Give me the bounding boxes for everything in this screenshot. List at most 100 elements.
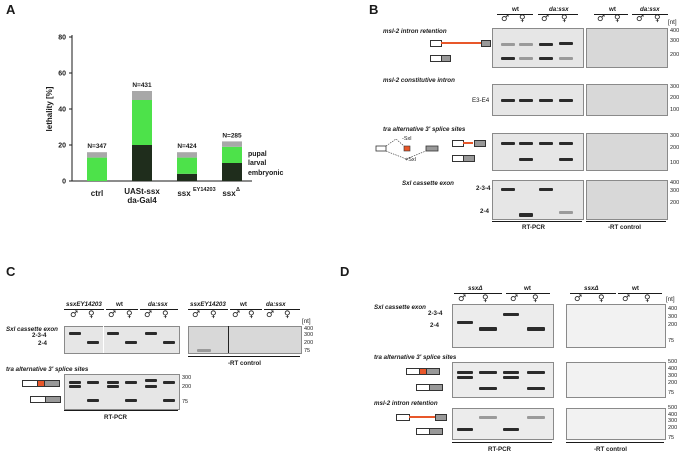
b-gel3-title: tra alternative 3′ splice sites bbox=[383, 126, 466, 133]
b-gel4-rtcontrol bbox=[586, 180, 668, 220]
y-tick-label: 80 bbox=[58, 35, 66, 42]
b-gel3-rtpcr bbox=[492, 133, 584, 171]
exon-box bbox=[44, 380, 60, 387]
female-symbol: ♀ bbox=[561, 14, 568, 24]
exon-box bbox=[463, 155, 475, 162]
female-symbol: ♀ bbox=[654, 14, 661, 24]
d-footer-line bbox=[452, 442, 552, 443]
c-gel2-marker: 300 bbox=[182, 375, 192, 381]
b-gel2-marker: 300 bbox=[670, 84, 680, 90]
y-tick-label: 60 bbox=[58, 71, 66, 78]
male-symbol: ♂ bbox=[458, 294, 467, 304]
bar-segment-larval bbox=[132, 100, 152, 145]
exon-box bbox=[474, 140, 486, 147]
lethality-bar-chart: 0 20 40 60 80 lethality [%] N=347 N=431 N=424 N=2… bbox=[45, 35, 284, 206]
male-symbol: ♂ bbox=[108, 310, 117, 320]
c-gel1-rtpcr bbox=[64, 326, 180, 354]
c-header-line bbox=[106, 309, 138, 310]
c-gel2-rtpcr bbox=[64, 374, 180, 410]
b-footer-rtpcr: RT-PCR bbox=[522, 224, 546, 231]
c-gel2-marker: 75 bbox=[182, 399, 189, 405]
bar-segment-larval bbox=[222, 146, 242, 163]
tra-splice-schematic bbox=[375, 138, 439, 160]
n-label: N=285 bbox=[222, 132, 242, 139]
b-gel1-rtcontrol bbox=[586, 28, 668, 68]
d-gel1-marker: 75 bbox=[668, 338, 675, 344]
b-gel4-band-label: 2-4 bbox=[480, 208, 489, 215]
female-symbol: ♀ bbox=[614, 14, 621, 24]
female-symbol: ♀ bbox=[88, 310, 95, 320]
legend-embryonic: embryonic bbox=[248, 170, 284, 177]
exon-box bbox=[406, 368, 420, 375]
d-gel3-title: msl-2 intron retention bbox=[374, 400, 438, 407]
panel-letter-a: A bbox=[6, 2, 16, 17]
male-symbol: ♂ bbox=[232, 310, 241, 320]
c-header-line bbox=[188, 309, 228, 310]
b-gel3-marker: 100 bbox=[670, 160, 680, 166]
bar-segment-embryonic bbox=[177, 173, 197, 181]
male-symbol: ♂ bbox=[70, 310, 79, 320]
d-gel3-marker: 200 bbox=[668, 425, 678, 431]
bar-segment-embryonic bbox=[132, 145, 152, 181]
exon-box bbox=[441, 55, 451, 62]
retained-intron bbox=[441, 42, 481, 44]
c-gel1-marker: 200 bbox=[304, 340, 314, 346]
n-label: N=347 bbox=[87, 143, 107, 150]
d-gel2-rtcontrol bbox=[566, 362, 666, 398]
female-symbol: ♂ bbox=[266, 310, 275, 320]
c-footer-line bbox=[64, 410, 178, 411]
b-gel2-marker: 100 bbox=[670, 107, 680, 113]
c-gel2-marker: 200 bbox=[182, 384, 192, 390]
d-gel2-marker: 300 bbox=[668, 373, 678, 379]
male-symbol: ♂ bbox=[541, 14, 550, 24]
y-tick-label: 20 bbox=[58, 143, 66, 150]
exon-box bbox=[22, 380, 38, 387]
d-footer-line bbox=[566, 442, 664, 443]
b-header-wt-1: wt bbox=[512, 6, 519, 13]
bar-segment-larval bbox=[87, 157, 107, 181]
exon-box bbox=[426, 368, 440, 375]
c-footer-rtpcr: RT-PCR bbox=[104, 414, 128, 421]
d-gel3-marker: 400 bbox=[668, 412, 678, 418]
d-footer-rtcontrol: -RT control bbox=[594, 446, 627, 453]
category-label: ctrl bbox=[91, 189, 103, 198]
d-gel1-marker: 400 bbox=[668, 306, 678, 312]
bar-segment-pupal bbox=[222, 141, 242, 147]
female-symbol: ♀ bbox=[532, 294, 539, 304]
b-footer-rtcontrol: -RT control bbox=[608, 224, 641, 231]
female-symbol: ♀ bbox=[284, 310, 291, 320]
c-gel1-marker: 75 bbox=[304, 348, 311, 354]
d-gel1-rtpcr bbox=[452, 304, 554, 348]
female-symbol: ♀ bbox=[210, 310, 217, 320]
female-symbol: ♀ bbox=[644, 294, 651, 304]
d-gel2-marker: 75 bbox=[668, 390, 675, 396]
c-gel1-band-label: 2-3-4 bbox=[32, 332, 47, 339]
d-header-line bbox=[570, 293, 616, 294]
c-header-line bbox=[230, 309, 262, 310]
c-gel1-marker: 400 bbox=[304, 326, 314, 332]
category-label: da-Gal4 bbox=[127, 196, 157, 205]
b-gel2-rtcontrol bbox=[586, 84, 668, 116]
tra-minus-sxl-label: -Sxl bbox=[402, 136, 412, 142]
bar-segment-pupal bbox=[87, 152, 107, 158]
d-gel3-marker: 500 bbox=[668, 405, 678, 411]
c-gel1-title: Sxl cassette exon bbox=[6, 326, 58, 333]
category-label: ssx bbox=[222, 189, 236, 198]
panel-letter-b: B bbox=[369, 2, 379, 17]
c-header-dassx: da:ssx bbox=[148, 301, 168, 308]
bar-segment-larval bbox=[177, 157, 197, 174]
d-gel2-marker: 500 bbox=[668, 359, 678, 365]
y-axis-label: lethality [%] bbox=[45, 86, 54, 131]
b-gel4-rtpcr bbox=[492, 180, 584, 220]
d-header-ssx: ssxΔ bbox=[468, 285, 483, 292]
c-footer-rtcontrol: -RT control bbox=[228, 360, 261, 367]
female-symbol: ♀ bbox=[248, 310, 255, 320]
exon-box bbox=[435, 414, 447, 421]
y-tick-label: 40 bbox=[58, 107, 66, 114]
female-symbol: ♀ bbox=[598, 294, 605, 304]
exon-box bbox=[30, 396, 46, 403]
d-gel1-marker: 200 bbox=[668, 322, 678, 328]
d-gel3-rtpcr bbox=[452, 408, 554, 440]
c-header-dassx-rt: da:ssx bbox=[266, 301, 286, 308]
b-header-dassx-1: da:ssx bbox=[549, 6, 569, 13]
